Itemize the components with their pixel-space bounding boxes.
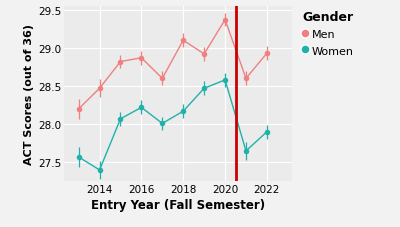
Legend: Men, Women: Men, Women: [300, 9, 356, 59]
Y-axis label: ACT Scores (out of 36): ACT Scores (out of 36): [24, 24, 34, 164]
X-axis label: Entry Year (Fall Semester): Entry Year (Fall Semester): [91, 198, 265, 211]
